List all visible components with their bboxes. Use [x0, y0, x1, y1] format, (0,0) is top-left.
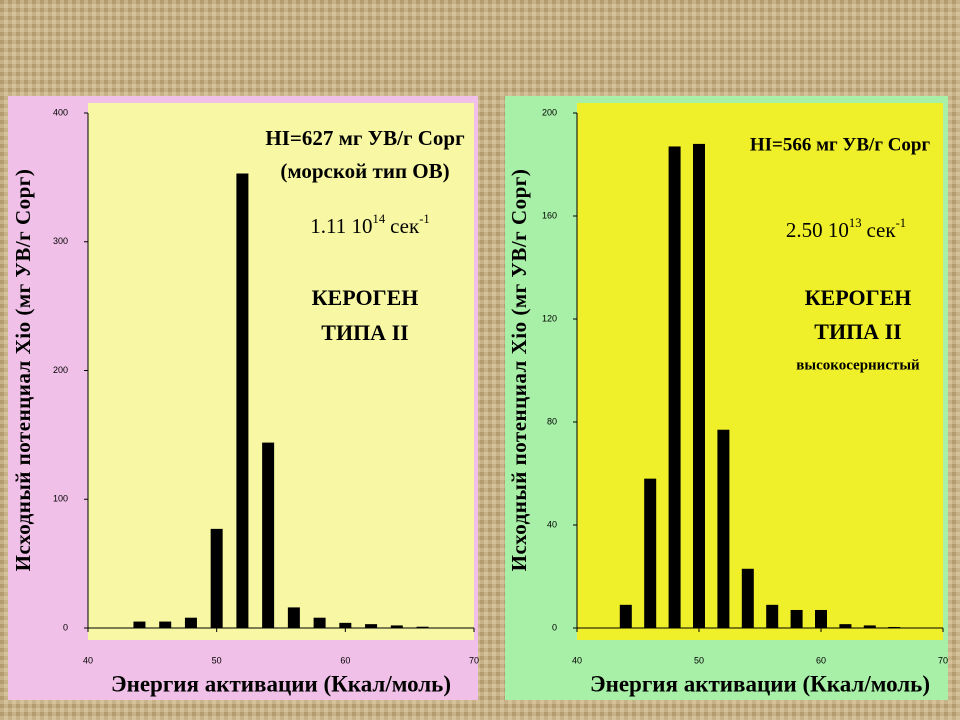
- annotation: HI=566 мг УВ/г Сорг: [750, 134, 931, 155]
- rate-exponent: 13: [849, 216, 862, 230]
- bar: [668, 146, 681, 628]
- bar: [339, 622, 352, 628]
- annotation: ТИПА II: [321, 320, 408, 345]
- annotation: высокосернистый: [796, 357, 920, 373]
- y-tick-label: 0: [63, 622, 68, 632]
- rate-unit-exponent: -1: [419, 212, 430, 226]
- x-tick-label: 60: [816, 655, 826, 665]
- bar: [717, 429, 730, 628]
- bar: [888, 626, 901, 628]
- bar: [365, 624, 378, 628]
- bar: [313, 617, 326, 628]
- bar: [766, 604, 779, 628]
- bar: [741, 568, 754, 628]
- annotation: HI=627 мг УВ/г Сорг: [265, 126, 464, 150]
- rate-exponent: 14: [373, 212, 386, 226]
- annotation: ТИПА II: [814, 319, 901, 344]
- x-tick-label: 40: [572, 655, 582, 665]
- bar: [644, 478, 657, 628]
- y-tick-label: 160: [542, 210, 557, 220]
- x-tick-label: 70: [469, 655, 479, 665]
- x-tick-label: 40: [83, 655, 93, 665]
- bar: [184, 617, 197, 628]
- bar: [210, 528, 223, 628]
- x-tick-label: 70: [938, 655, 948, 665]
- y-axis-label: Исходный потенциал Xio (мг УВ/г Сорг): [11, 169, 35, 572]
- rate-unit: сек: [390, 214, 420, 238]
- x-axis-label: Энергия активации (Ккал/моль): [111, 671, 451, 696]
- bar: [815, 609, 827, 628]
- bar: [390, 625, 403, 628]
- bar: [236, 173, 249, 628]
- y-tick-label: 0: [552, 622, 557, 632]
- bar: [416, 626, 429, 628]
- bar: [159, 621, 172, 628]
- y-tick-label: 400: [53, 107, 68, 117]
- bar: [287, 607, 300, 628]
- x-tick-label: 50: [212, 655, 222, 665]
- rate-unit: сек: [866, 218, 896, 242]
- y-tick-label: 40: [547, 519, 557, 529]
- bar: [863, 625, 876, 628]
- y-tick-label: 100: [53, 494, 68, 504]
- y-tick-label: 80: [547, 416, 557, 426]
- y-tick-label: 120: [542, 313, 557, 323]
- annotation: КЕРОГЕН: [312, 285, 419, 310]
- bar: [262, 442, 275, 628]
- rate-mantissa: 1.11 10: [310, 214, 372, 238]
- bar: [839, 624, 852, 628]
- x-axis-label: Энергия активации (Ккал/моль): [590, 671, 930, 696]
- bar: [693, 143, 705, 628]
- bar: [619, 604, 632, 628]
- plot-area: [577, 103, 943, 640]
- rate-constant: 1.11 1014 сек-1: [310, 212, 429, 238]
- annotation: (морской тип ОВ): [280, 159, 449, 183]
- plot-area: [88, 103, 474, 640]
- y-tick-label: 300: [53, 236, 68, 246]
- y-tick-label: 200: [53, 365, 68, 375]
- y-tick-label: 200: [542, 107, 557, 117]
- bar: [133, 621, 146, 628]
- rate-mantissa: 2.50 10: [786, 218, 849, 242]
- annotation: КЕРОГЕН: [805, 285, 912, 310]
- x-tick-label: 60: [340, 655, 350, 665]
- rate-unit-exponent: -1: [896, 216, 907, 230]
- x-tick-label: 50: [694, 655, 704, 665]
- rate-constant: 2.50 1013 сек-1: [786, 216, 906, 242]
- bar: [790, 609, 803, 628]
- y-axis-label: Исходный потенциал Xio (мг УВ/г Сорг): [507, 169, 531, 572]
